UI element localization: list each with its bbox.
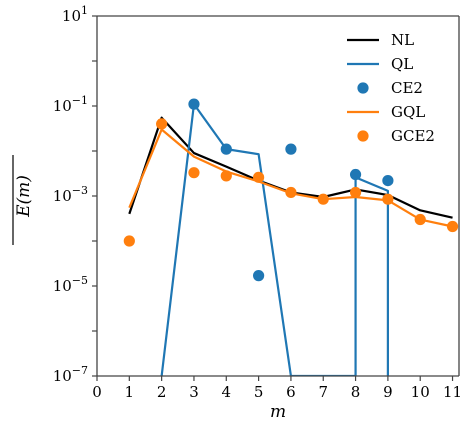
x-tick-label-8: 8 <box>351 383 361 401</box>
legend-label-nl: NL <box>391 31 414 49</box>
data-point-gce2-10 <box>414 213 426 226</box>
data-point-ce2-1 <box>188 98 200 110</box>
y-tick-label--3: 10−3 <box>53 184 88 205</box>
x-tick-label-1: 1 <box>125 383 135 401</box>
data-point-gce2-2 <box>156 118 168 130</box>
legend-swatch-gce2 <box>357 130 369 142</box>
x-tick-label-9: 9 <box>383 383 393 401</box>
legend-swatch-ce2 <box>357 82 369 94</box>
data-point-gce2-6 <box>285 186 297 199</box>
legend: NL QL CE2 GQL GCE2 <box>347 31 435 145</box>
y-tick-label--7: 10−7 <box>53 364 88 385</box>
data-point-ce2-6 <box>382 174 394 187</box>
y-axis-title: E(m) <box>14 175 34 218</box>
x-tick-label-7: 7 <box>318 383 328 401</box>
data-point-gce2-7 <box>317 193 329 205</box>
x-tick-label-10: 10 <box>411 383 430 401</box>
legend-label-ql: QL <box>391 55 413 73</box>
data-point-gce2-4 <box>220 170 232 182</box>
data-point-gce2-3 <box>188 167 200 179</box>
data-point-ce2-2 <box>220 143 232 155</box>
x-tick-label-5: 5 <box>254 383 264 401</box>
plot-area <box>123 98 459 376</box>
series-line-ql <box>160 103 389 376</box>
data-point-gce2-1 <box>123 235 135 247</box>
y-tick-label--1: 10−1 <box>53 94 88 115</box>
data-point-ce2-3 <box>253 270 265 282</box>
y-tick-label-1: 101 <box>62 4 88 25</box>
x-tick-label-3: 3 <box>189 383 199 401</box>
x-axis-title: m <box>270 402 286 422</box>
series-group <box>123 98 459 376</box>
y-tick-label--5: 10−5 <box>53 274 88 295</box>
legend-label-gql: GQL <box>391 103 425 121</box>
x-tick-label-11: 11 <box>443 383 462 401</box>
x-tick-label-4: 4 <box>222 383 232 401</box>
x-tick-label-6: 6 <box>286 383 296 401</box>
data-point-gce2-9 <box>382 193 394 205</box>
data-point-gce2-8 <box>349 186 362 199</box>
data-point-gce2-5 <box>253 171 265 183</box>
axes: 0 1 2 3 4 5 6 7 8 9 10 11 101 10−1 10−3 10−5 10−7 m E(m) <box>12 4 462 422</box>
data-point-gce2-11 <box>446 220 459 233</box>
data-point-ce2-4 <box>285 143 297 155</box>
data-point-ce2-5 <box>349 168 362 181</box>
legend-label-ce2: CE2 <box>391 79 423 97</box>
x-tick-label-0: 0 <box>92 383 102 401</box>
x-tick-label-2: 2 <box>157 383 167 401</box>
legend-label-gce2: GCE2 <box>391 127 435 145</box>
